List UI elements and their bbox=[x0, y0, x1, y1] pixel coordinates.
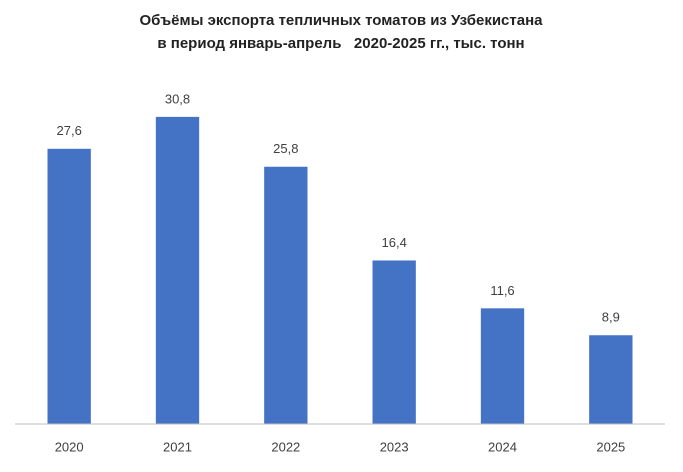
bar bbox=[264, 166, 308, 425]
bar bbox=[480, 308, 525, 424]
data-label: 25,8 bbox=[273, 141, 298, 156]
x-tick-label: 2023 bbox=[380, 439, 409, 454]
chart-title: Объёмы экспорта тепличных томатов из Узб… bbox=[140, 12, 544, 29]
x-tick-label: 2024 bbox=[488, 439, 517, 454]
data-label: 27,6 bbox=[57, 123, 82, 138]
bar bbox=[155, 116, 200, 424]
data-label: 30,8 bbox=[165, 91, 190, 106]
x-tick-label: 2022 bbox=[271, 439, 300, 454]
data-label: 8,9 bbox=[602, 310, 620, 325]
chart-subtitle: в период январь-апрель 2020-2025 гг., ты… bbox=[157, 35, 524, 52]
x-tick-label: 2021 bbox=[163, 439, 192, 454]
bar bbox=[372, 260, 416, 424]
x-tick-label: 2025 bbox=[596, 439, 625, 454]
x-tick-label: 2020 bbox=[55, 439, 84, 454]
data-label: 11,6 bbox=[490, 283, 514, 298]
bar bbox=[589, 335, 633, 424]
data-label: 16,4 bbox=[382, 235, 407, 250]
bar bbox=[47, 148, 91, 424]
